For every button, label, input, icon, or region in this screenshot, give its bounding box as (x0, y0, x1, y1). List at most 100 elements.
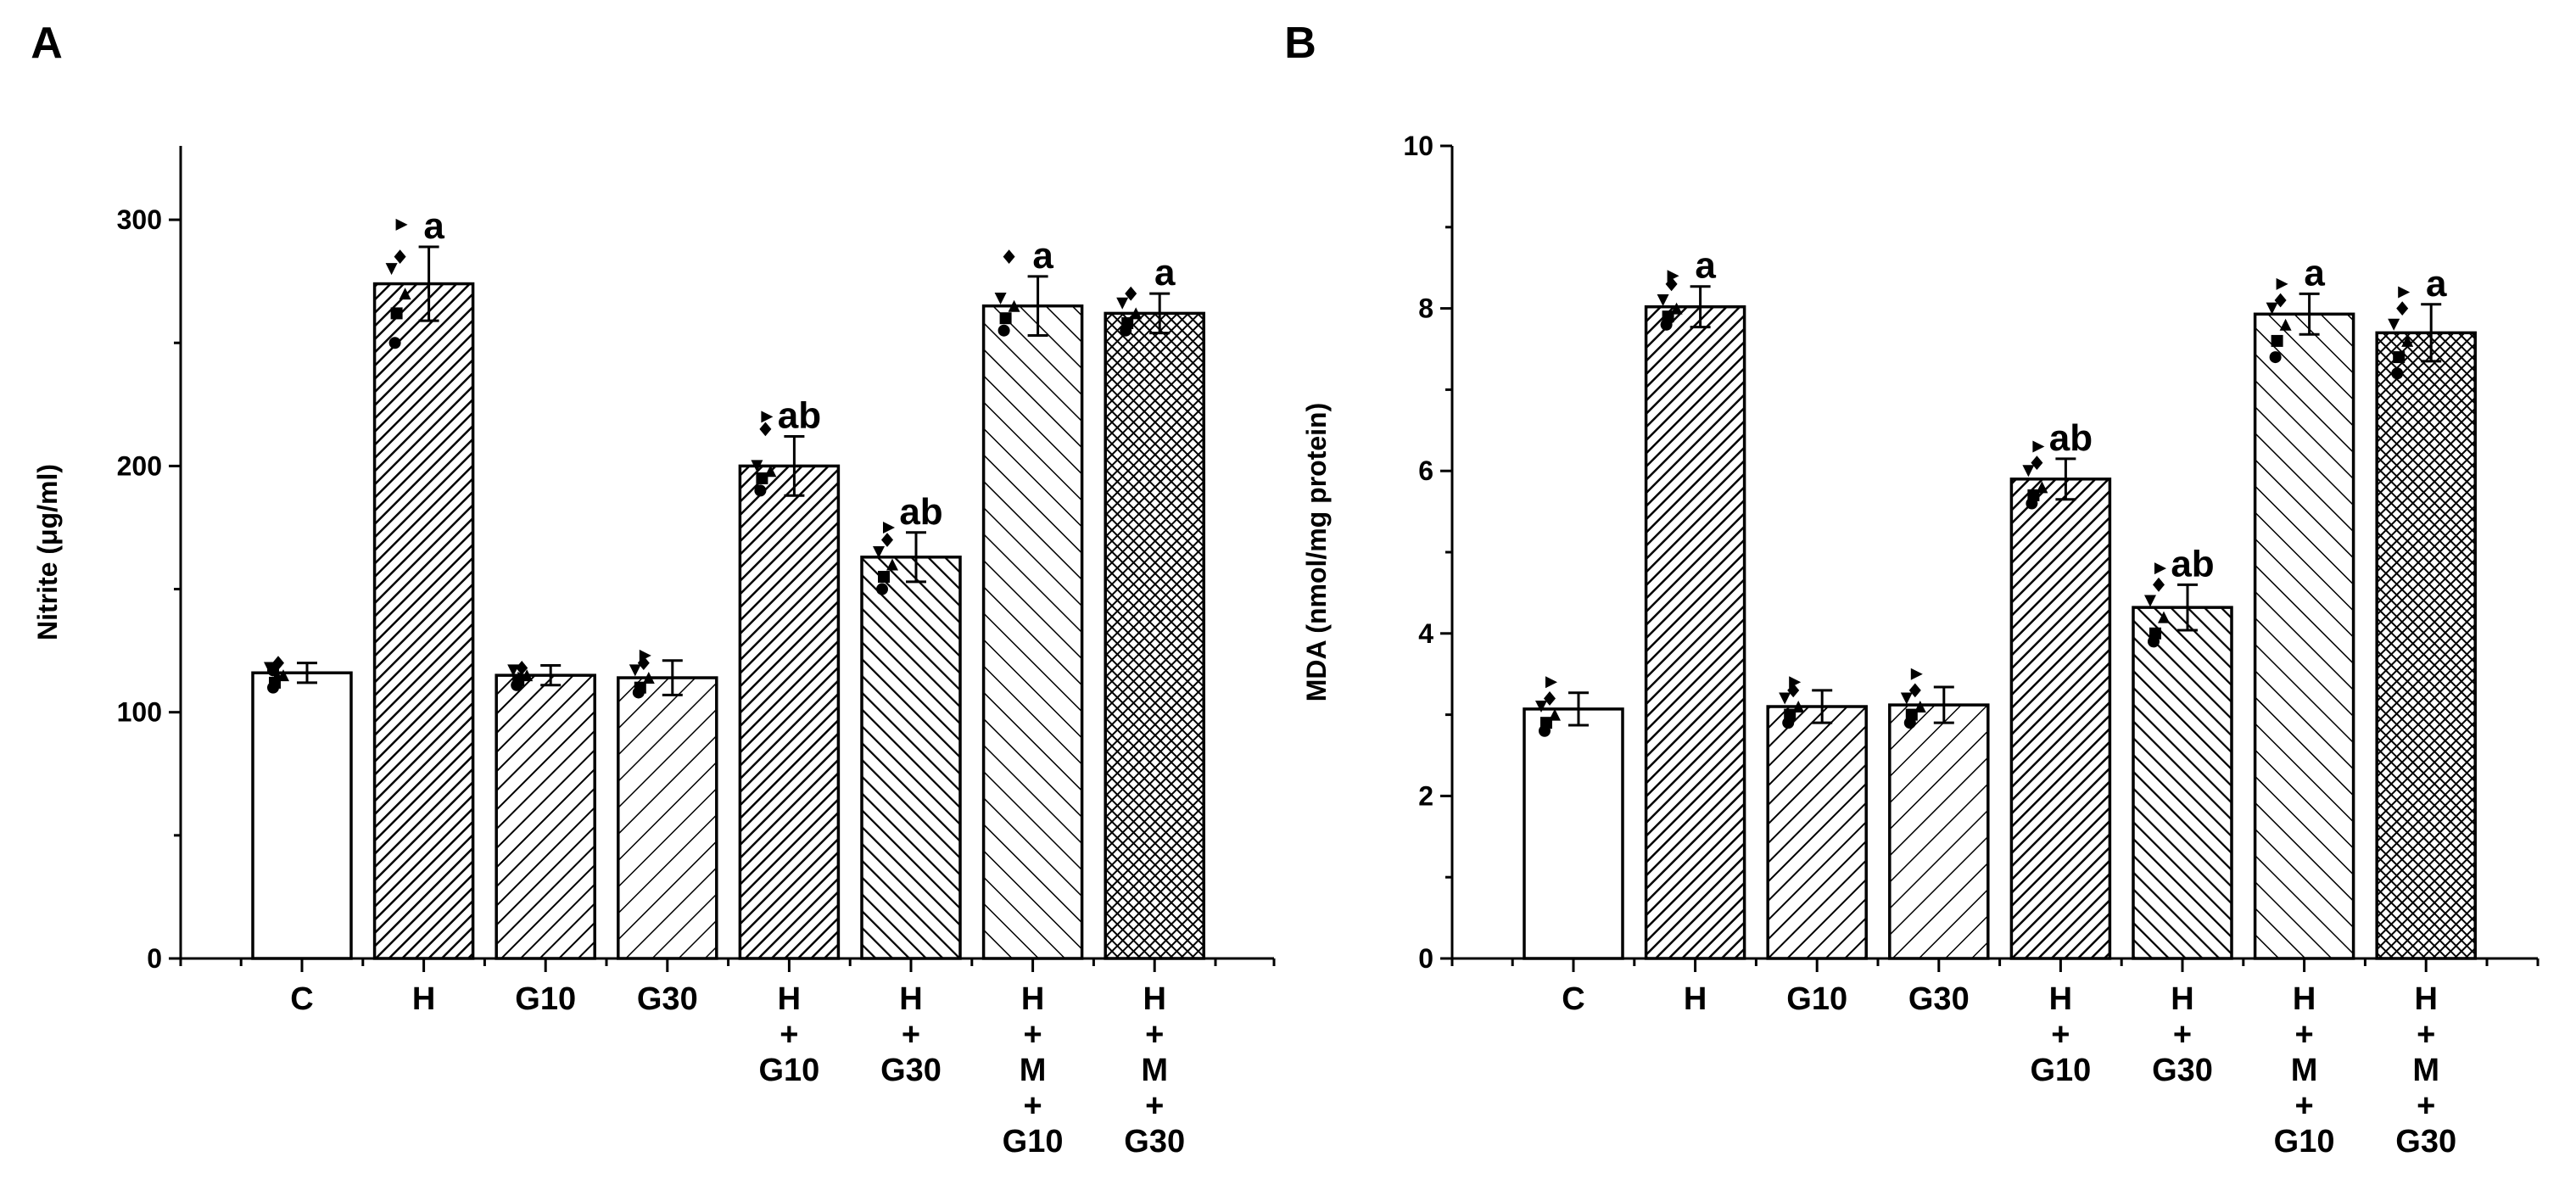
significance-label: ab (899, 491, 942, 533)
data-point (878, 571, 890, 584)
x-tick-label: + (2051, 1017, 2070, 1053)
x-tick-label: G30 (2152, 1053, 2213, 1088)
y-tick-label: 6 (1418, 455, 1433, 486)
data-point (267, 664, 279, 677)
x-tick-label: C (1562, 981, 1584, 1017)
significance-label: ab (2171, 543, 2214, 584)
data-point (1125, 286, 1137, 301)
data-point (759, 422, 772, 437)
bar (1523, 707, 1624, 960)
x-tick-label: H (899, 981, 922, 1017)
y-tick-label: 100 (117, 697, 162, 728)
x-tick-label: H (1021, 981, 1044, 1017)
x-tick-label: H (2293, 981, 2316, 1017)
y-tick-label: 8 (1418, 293, 1433, 324)
data-point (883, 521, 895, 534)
y-tick-label: 300 (117, 204, 162, 235)
data-point (1003, 249, 1015, 265)
data-point (876, 583, 888, 595)
x-tick-label: G10 (2274, 1124, 2335, 1159)
x-tick-label: H (2171, 981, 2193, 1017)
x-tick-label: M (2412, 1053, 2439, 1088)
significance-label: a (1695, 245, 1716, 287)
x-tick-label: G30 (1124, 1124, 1185, 1159)
data-point (516, 661, 528, 675)
data-point (756, 472, 768, 484)
y-axis-title: Nitrite (μg/ml) (32, 464, 63, 640)
data-point (1900, 692, 1913, 705)
data-point (999, 312, 1012, 325)
data-point (2274, 293, 2287, 308)
x-tick-label: H (2414, 981, 2437, 1017)
bar (981, 304, 1084, 960)
data-point (390, 307, 403, 320)
bar (1766, 705, 1868, 960)
data-point (634, 681, 646, 694)
data-point (2266, 302, 2278, 315)
data-point (997, 324, 1010, 337)
data-point (385, 263, 398, 276)
bar (860, 556, 962, 960)
data-point (1121, 317, 1134, 330)
significance-label: ab (778, 395, 821, 437)
x-tick-label: G30 (2395, 1124, 2456, 1159)
bar (2375, 331, 2477, 960)
x-tick-label: + (2294, 1017, 2313, 1053)
panel-b: B MDA (nmol/mg protein) 0 2 4 6 8 10 Ca H G10 G30 ab… (1284, 19, 2540, 1159)
significance-label: a (2426, 263, 2447, 305)
x-tick-label: + (1023, 1088, 1042, 1124)
data-point (2269, 351, 2282, 364)
x-tick-label: M (1141, 1053, 1168, 1088)
x-tick-label: + (2173, 1017, 2192, 1053)
data-point (2022, 465, 2035, 478)
data-point (1544, 691, 1556, 706)
x-tick-label: H (1684, 981, 1707, 1017)
y-tick-label: 0 (147, 943, 162, 974)
bar (738, 464, 841, 960)
x-tick-label: G30 (637, 981, 698, 1017)
data-point (1549, 708, 1561, 721)
data-point (754, 484, 767, 497)
data-point (629, 664, 641, 677)
x-tick-label: M (2291, 1053, 2318, 1088)
data-point (2031, 455, 2043, 471)
bar (1644, 305, 1746, 960)
x-tick-label: + (1145, 1088, 1164, 1124)
data-point (2149, 627, 2161, 640)
x-tick-label: + (902, 1017, 920, 1053)
x-tick-label: G30 (1908, 981, 1970, 1017)
bar (2009, 478, 2112, 960)
data-point (1914, 701, 1926, 713)
x-tick-label: + (2417, 1088, 2435, 1124)
data-point (1657, 294, 1669, 307)
bar (251, 671, 353, 960)
x-tick-label: H (2049, 981, 2072, 1017)
data-point (639, 649, 651, 662)
data-point (2036, 481, 2048, 494)
x-tick-label: + (780, 1017, 798, 1053)
data-point (1789, 676, 1802, 689)
data-point (2158, 611, 2170, 623)
significance-label: a (1154, 252, 1176, 293)
x-tick-label: G10 (2030, 1053, 2091, 1088)
data-point (764, 465, 777, 478)
y-tick-label: 4 (1418, 618, 1433, 649)
data-point (2154, 562, 2166, 575)
data-point (517, 672, 530, 684)
x-tick-label: + (1145, 1017, 1164, 1053)
data-point (1130, 307, 1143, 320)
y-tick-label: 200 (117, 450, 162, 481)
significance-label: a (2304, 252, 2325, 293)
data-point (394, 249, 406, 265)
data-point (2153, 577, 2165, 592)
bar (2132, 606, 2233, 960)
data-point (2398, 286, 2411, 299)
y-tick-label: 0 (1418, 943, 1433, 974)
significance-label: ab (2049, 417, 2093, 459)
bar (2253, 312, 2355, 960)
data-point (2393, 351, 2406, 364)
x-tick-label: G30 (880, 1053, 942, 1088)
data-point (1008, 299, 1020, 312)
data-point (2276, 277, 2288, 290)
